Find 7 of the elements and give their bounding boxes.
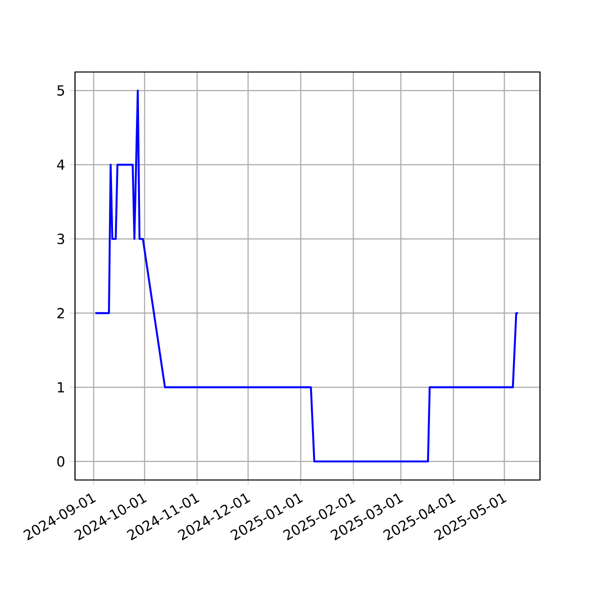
- y-tick-label: 3: [57, 234, 64, 244]
- line-series: [94, 90, 519, 462]
- y-tick-label: 2: [57, 308, 64, 318]
- y-tick-label: 4: [57, 160, 64, 170]
- y-tick-label: 0: [57, 456, 64, 467]
- y-tick-label: 1: [58, 382, 64, 392]
- y-tick-label: 5: [57, 85, 64, 96]
